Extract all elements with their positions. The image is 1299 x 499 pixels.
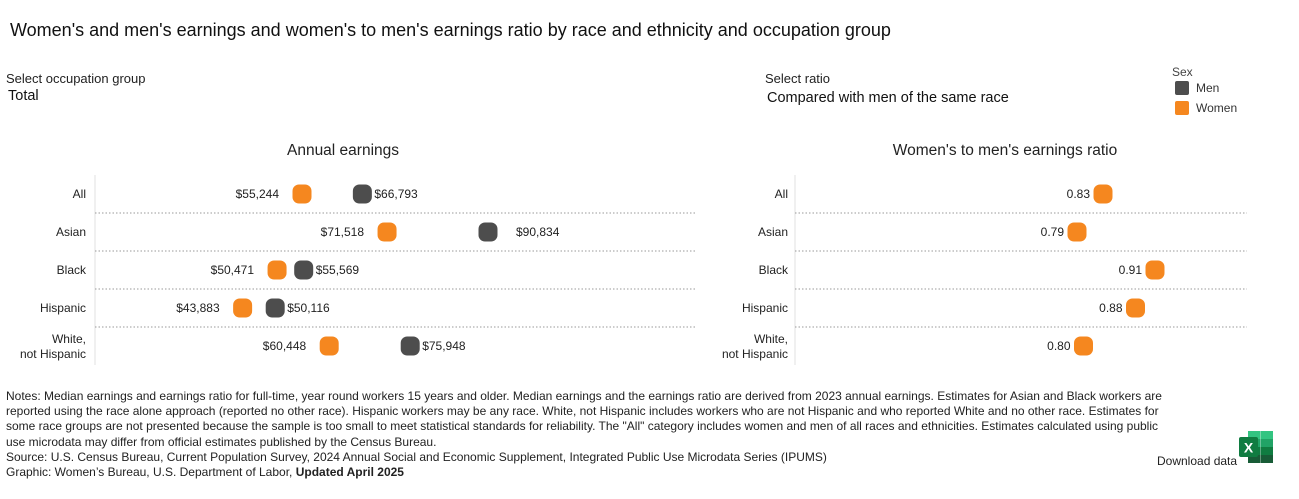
- legend-swatch-women: [1175, 101, 1189, 115]
- ratio-point-white-not-hispanic: [1074, 336, 1093, 356]
- earnings-men-point-all: [352, 184, 372, 204]
- ratio-category-asian: Asian: [758, 225, 788, 239]
- legend-swatch-men: [1175, 81, 1189, 95]
- earnings-men-point-asian: [478, 222, 498, 242]
- earnings-women-label-asian: $71,518: [321, 225, 365, 239]
- earnings-panel-title: Annual earnings: [286, 142, 400, 159]
- ratio-label-hispanic: 0.88: [1099, 301, 1123, 315]
- legend-item-men[interactable]: Men: [1175, 81, 1219, 95]
- earnings-men-label-white-not-hispanic: $75,948: [422, 339, 466, 353]
- earnings-women-point-hispanic: [233, 298, 253, 318]
- notes-text: Notes: Median earnings and earnings rati…: [6, 389, 1162, 449]
- updated-text: Updated April 2025: [295, 465, 404, 480]
- earnings-women-label-black: $50,471: [211, 263, 255, 277]
- earnings-women-label-white-not-hispanic: $60,448: [263, 339, 307, 353]
- earnings-women-label-hispanic: $43,883: [176, 301, 220, 315]
- earnings-men-label-all: $66,793: [374, 187, 418, 201]
- chart-title: Women's and men's earnings and women's t…: [10, 20, 891, 40]
- ratio-point-black: [1145, 260, 1165, 280]
- occupation-select[interactable]: Total: [8, 88, 39, 104]
- ratio-point-hispanic: [1126, 298, 1145, 318]
- occupation-select-label: Select occupation group: [6, 71, 146, 86]
- earnings-men-label-asian: $90,834: [516, 225, 560, 239]
- ratio-category-all: All: [775, 187, 788, 201]
- earnings-category-asian: Asian: [56, 225, 86, 239]
- legend-label-men: Men: [1196, 81, 1220, 95]
- ratio-select[interactable]: Compared with men of the same race: [767, 90, 1009, 106]
- earnings-women-point-all: [292, 184, 312, 204]
- earnings-men-point-white-not-hispanic: [400, 336, 420, 356]
- graphic-credit: Graphic: Women’s Bureau, U.S. Department…: [6, 465, 1176, 480]
- ratio-panel-title: Women's to men's earnings ratio: [892, 142, 1118, 159]
- earnings-women-point-black: [267, 260, 287, 280]
- earnings-men-label-black: $55,569: [316, 263, 360, 277]
- legend-title: Sex: [1172, 65, 1193, 79]
- svg-text:X: X: [1244, 440, 1254, 456]
- ratio-label-asian: 0.79: [1041, 225, 1065, 239]
- legend-item-women[interactable]: Women: [1175, 101, 1237, 115]
- download-data-link[interactable]: Download data: [1157, 454, 1238, 468]
- earnings-category-black: Black: [57, 263, 87, 277]
- ratio-label-all: 0.83: [1067, 187, 1091, 201]
- earnings-women-point-white-not-hispanic: [319, 336, 339, 356]
- earnings-men-label-hispanic: $50,116: [287, 301, 330, 315]
- ratio-point-all: [1093, 184, 1113, 204]
- earnings-category-white-not-hispanic: White, not Hispanic: [20, 332, 86, 361]
- earnings-category-hispanic: Hispanic: [40, 301, 86, 315]
- ratio-category-black: Black: [759, 263, 789, 277]
- source-text: Source: U.S. Census Bureau, Current Popu…: [6, 449, 827, 464]
- excel-icon[interactable]: X: [1238, 430, 1274, 464]
- ratio-category-white-not-hispanic: White, not Hispanic: [722, 332, 788, 361]
- earnings-men-point-black: [294, 260, 314, 280]
- earnings-women-point-asian: [377, 222, 397, 242]
- graphic-text: Graphic: Women’s Bureau, U.S. Department…: [6, 465, 293, 480]
- notes-block: Notes: Median earnings and earnings rati…: [6, 389, 1176, 480]
- earnings-men-point-hispanic: [265, 298, 285, 318]
- ratio-label-white-not-hispanic: 0.80: [1047, 339, 1071, 353]
- ratio-category-hispanic: Hispanic: [742, 301, 788, 315]
- ratio-select-label: Select ratio: [765, 71, 831, 86]
- earnings-category-all: All: [73, 187, 86, 201]
- legend-label-women: Women: [1196, 101, 1238, 115]
- ratio-point-asian: [1067, 222, 1087, 242]
- earnings-women-label-all: $55,244: [236, 187, 280, 201]
- ratio-label-black: 0.91: [1119, 263, 1143, 277]
